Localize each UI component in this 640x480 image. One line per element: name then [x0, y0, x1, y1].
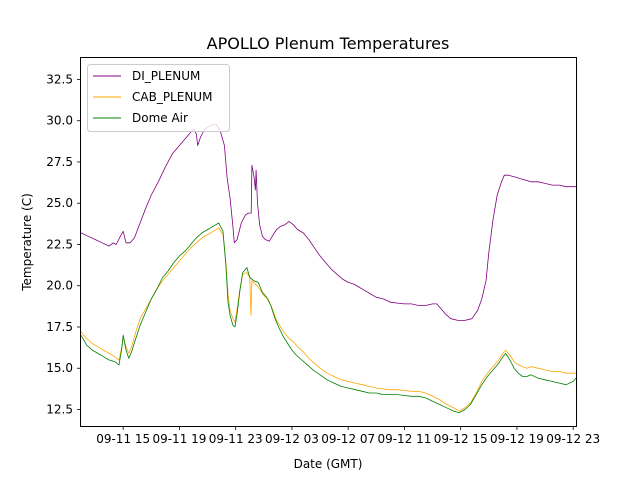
chart-title: APOLLO Plenum Temperatures	[207, 34, 450, 53]
x-tick-label: 09-12 23	[546, 432, 600, 446]
x-tick-label: 09-12 07	[321, 432, 375, 446]
y-tick-label: 17.5	[46, 320, 73, 334]
x-tick-label: 09-12 11	[377, 432, 431, 446]
y-tick-label: 32.5	[46, 72, 73, 86]
axis-ticks: 09-11 15 09-11 19 09-11 23 09-12 03 09-12 07…	[46, 72, 600, 446]
y-tick-label: 27.5	[46, 155, 73, 169]
x-tick-label: 09-12 19	[490, 432, 544, 446]
y-tick-label: 25.0	[46, 196, 73, 210]
y-tick-label: 30.0	[46, 114, 73, 128]
y-tick-label: 20.0	[46, 279, 73, 293]
y-tick-label: 12.5	[46, 402, 73, 416]
legend-label-1: CAB_PLENUM	[132, 90, 212, 104]
legend-frame	[87, 64, 230, 132]
y-axis-label: Temperature (C)	[20, 193, 34, 292]
x-tick-label: 09-12 15	[434, 432, 488, 446]
legend-label-0: DI_PLENUM	[132, 69, 200, 83]
legend: DI_PLENUM CAB_PLENUM Dome Air	[87, 64, 230, 132]
series-line-2	[80, 222, 577, 414]
x-axis-label: Date (GMT)	[294, 457, 363, 471]
x-tick-label: 09-11 19	[152, 432, 206, 446]
y-tick-label: 22.5	[46, 237, 73, 251]
x-tick-label: 09-11 23	[209, 432, 263, 446]
series-group	[80, 123, 577, 414]
y-tick-label: 15.0	[46, 361, 73, 375]
legend-label-2: Dome Air	[132, 111, 188, 125]
plot-area-frame	[80, 57, 577, 427]
x-tick-label: 09-11 15	[96, 432, 150, 446]
x-tick-label: 09-12 03	[265, 432, 319, 446]
series-line-0	[80, 123, 576, 321]
